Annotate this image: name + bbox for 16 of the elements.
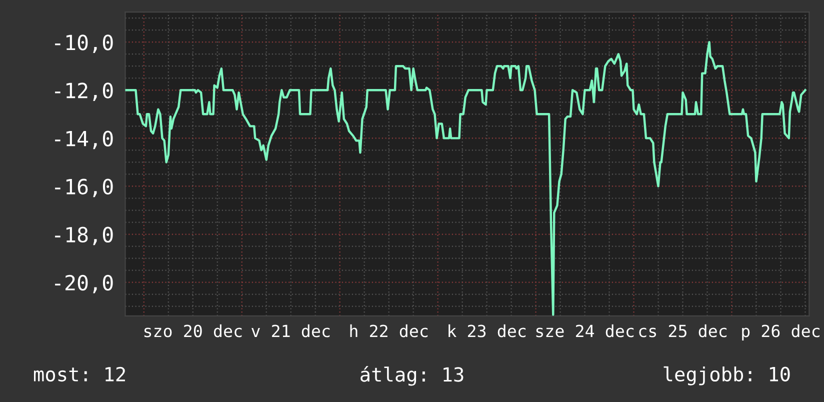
x-tick-label: v 21 dec — [252, 324, 330, 338]
y-tick-label: -12,0 — [55, 82, 113, 102]
y-tick-label: -10,0 — [55, 34, 113, 53]
x-tick-label: szo 20 dec — [144, 324, 242, 338]
y-tick-label: -14,0 — [55, 130, 113, 150]
x-tick-label: h 22 dec — [350, 324, 428, 338]
x-tick-label: cs 25 dec — [639, 324, 727, 338]
x-tick-label: p 26 dec — [742, 324, 820, 341]
text: most: 12 — [34, 366, 125, 382]
y-tick-label: -18,0 — [55, 226, 113, 246]
x-tick-label: k 23 dec — [448, 324, 526, 338]
y-tick-label: -16,0 — [55, 178, 113, 198]
y-tick-label: -20,0 — [55, 274, 113, 294]
text: legjobb: 10 — [664, 366, 790, 386]
x-tick-label: sze 24 dec — [536, 324, 634, 338]
text: átlag: 13 — [360, 366, 464, 386]
